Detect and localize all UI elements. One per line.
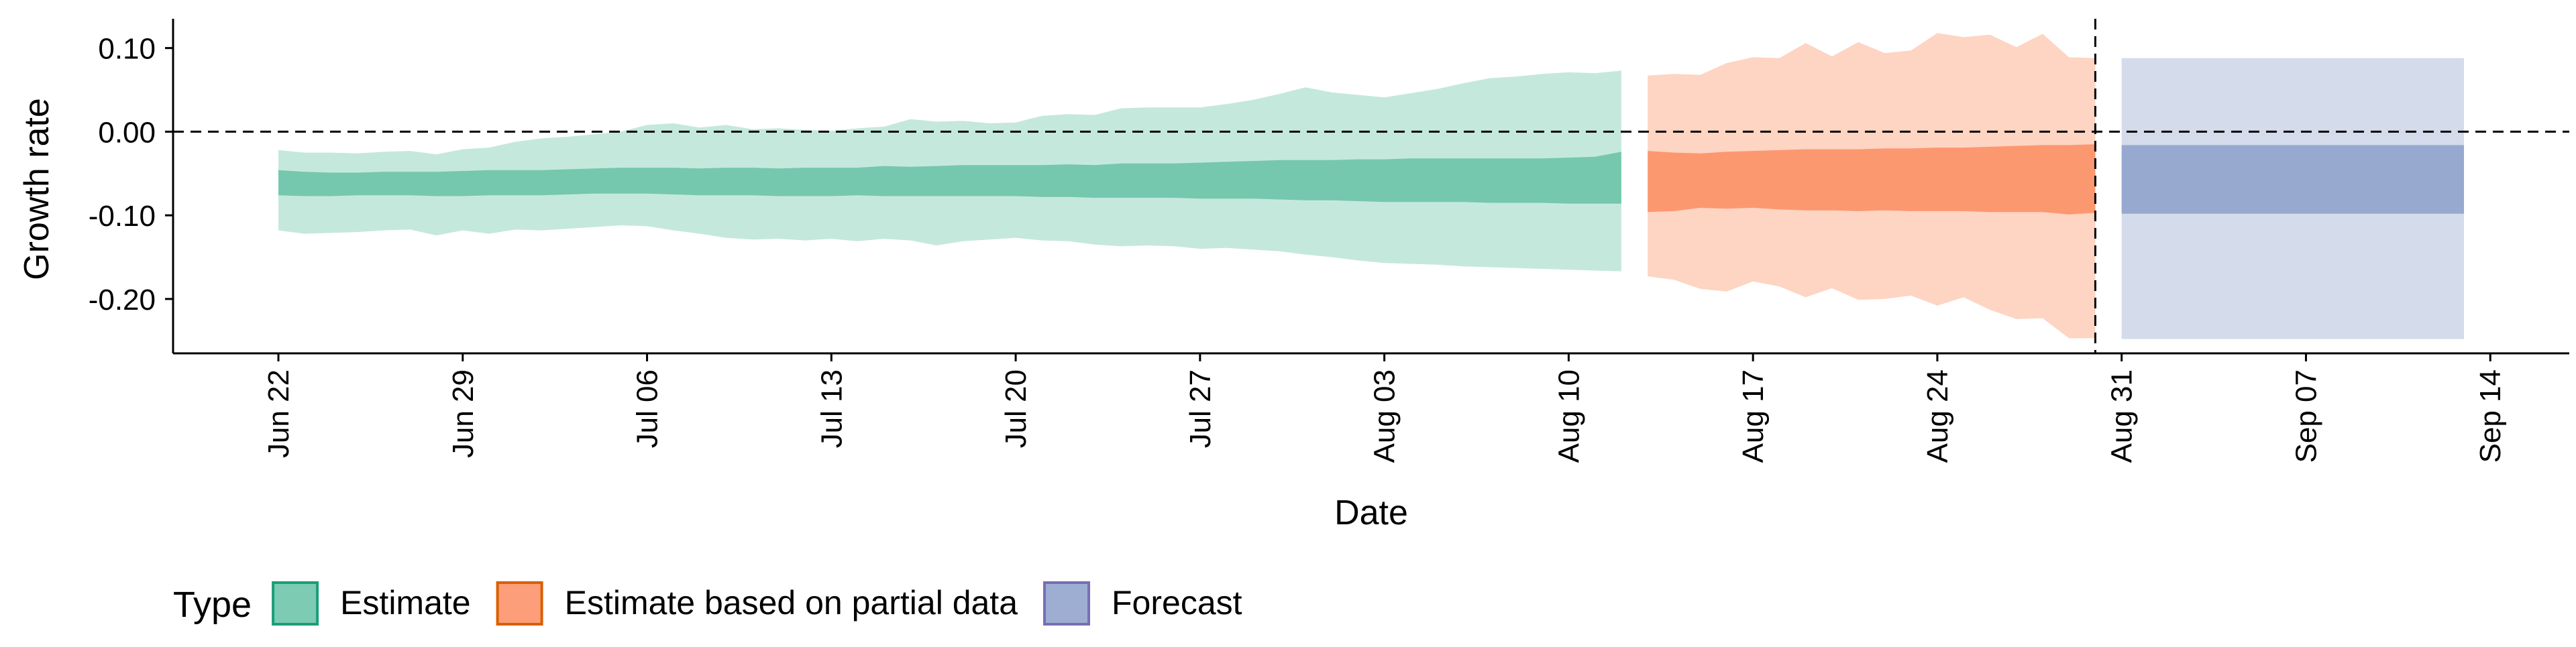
legend-label: Estimate based on partial data [565,584,1018,622]
legend-item-forecast: Forecast [1043,581,1242,626]
legend-key-estimate-based-on-partial-data [496,581,543,626]
x-tick-label: Sep 14 [2474,369,2507,463]
legend-key-forecast [1043,581,1091,626]
legend-label: Forecast [1112,584,1242,622]
legend-label: Estimate [340,584,471,622]
x-axis-title: Date [1334,493,1408,532]
estimate-inner-band [278,152,1621,204]
x-tick-label: Aug 24 [1921,369,1954,463]
x-tick-label: Aug 10 [1552,369,1585,463]
x-tick-label: Aug 31 [2106,369,2139,463]
legend-item-estimate-based-on-partial-data: Estimate based on partial data [496,581,1018,626]
estimate-based-on-partial-data-inner-band [1648,144,2096,215]
y-tick-label: -0.10 [89,200,156,233]
y-tick-label: -0.20 [89,284,156,316]
x-ticks-layer: Jun 22 Jun 29 Jul 06 Jul 13 Jul 20 Jul 27 Aug … [262,353,2507,463]
axes-layer [172,19,2569,355]
legend-title: Type [173,585,252,625]
x-tick-label: Jul 20 [1000,369,1032,448]
x-tick-label: Jul 06 [631,369,664,448]
legend-item-estimate: Estimate [272,581,471,626]
y-ticks-layer: 0.10 0.00 -0.10 -0.20 [89,33,173,316]
legend-key-estimate [272,581,319,626]
x-tick-label: Aug 03 [1368,369,1401,463]
x-tick-label: Aug 17 [1737,369,1770,463]
reference-lines-layer [173,19,2569,353]
legend: Type Estimate Estimate based on partial d… [173,581,1242,626]
x-tick-label: Jun 29 [447,369,480,458]
series-bands-layer [278,33,2464,339]
x-tick-label: Jul 13 [815,369,848,448]
forecast-inner-band [2121,145,2464,214]
y-tick-label: 0.10 [98,33,156,66]
x-tick-label: Jun 22 [262,369,295,458]
x-tick-label: Sep 07 [2290,369,2323,463]
x-tick-label: Jul 27 [1184,369,1217,448]
y-axis-title: Growth rate [17,98,56,280]
y-tick-label: 0.00 [98,116,156,149]
